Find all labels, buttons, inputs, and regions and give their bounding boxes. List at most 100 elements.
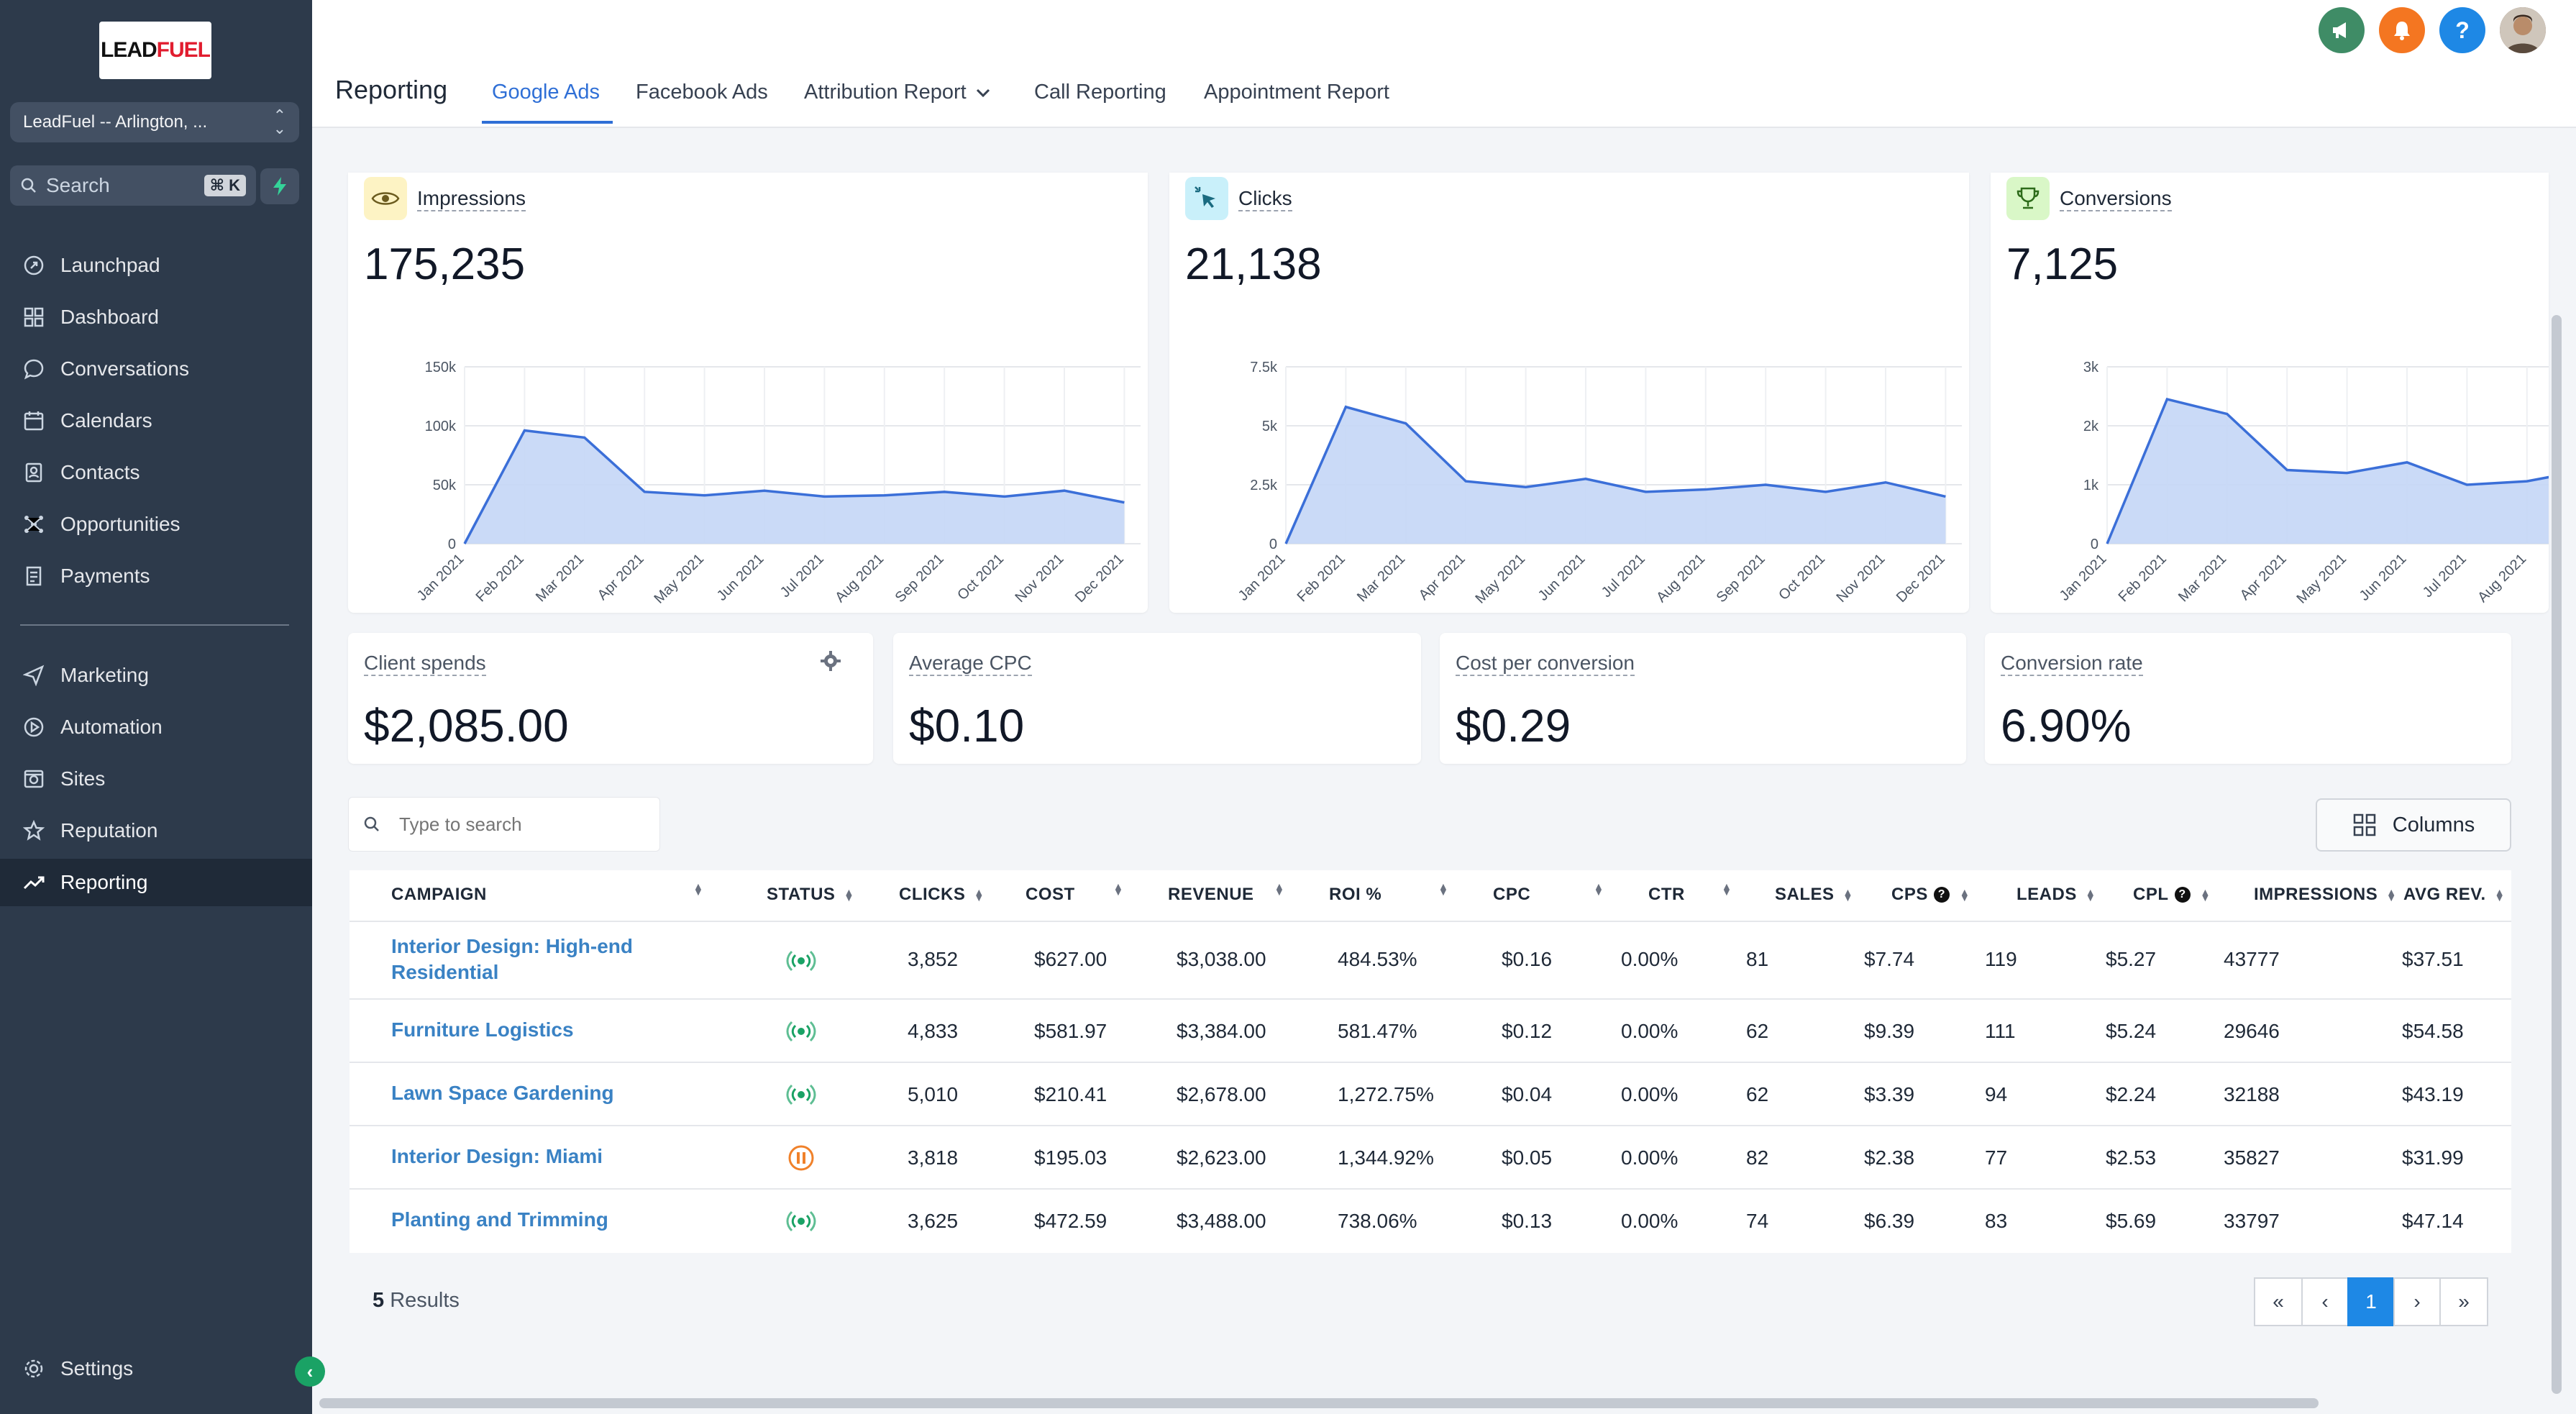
info-icon[interactable]: ? (1933, 887, 1950, 903)
sort-icon[interactable]: ▲ ▼ (1113, 880, 1123, 898)
sidebar-item-contacts[interactable]: Contacts (0, 449, 312, 496)
cell-cost: $581.97 (1034, 1020, 1107, 1042)
notifications-button[interactable] (2379, 7, 2425, 53)
gear-icon[interactable] (820, 650, 841, 672)
header-label: IMPRESSIONS (2254, 885, 2378, 904)
sidebar-search[interactable]: Search ⌘ K (10, 165, 256, 206)
col-header-avg-rev[interactable]: AVG REV. ▲ ▼ (2403, 885, 2505, 905)
pager-next[interactable]: › (2393, 1277, 2441, 1326)
tab-facebook-ads[interactable]: Facebook Ads (636, 81, 768, 104)
pager-first[interactable]: « (2254, 1277, 2303, 1326)
sort-icon[interactable]: ▲ ▼ (1438, 880, 1448, 898)
sidebar-item-automation[interactable]: Automation (0, 703, 312, 751)
company-logo[interactable]: LEAD FUEL (99, 22, 211, 79)
horizontal-scrollbar[interactable] (319, 1398, 2319, 1408)
metric-label[interactable]: Impressions (417, 187, 526, 211)
campaign-table: CAMPAIGN ▲ ▼ STATUS ▲ ▼ CLICKS ▲ ▼ COST ▲ ▼ RE… (350, 870, 2511, 1253)
sidebar-item-conversations[interactable]: Conversations (0, 345, 312, 393)
sidebar-item-opportunities[interactable]: Opportunities (0, 501, 312, 548)
sidebar-item-launchpad[interactable]: Launchpad (0, 242, 312, 289)
header-label: AVG REV. (2403, 885, 2486, 904)
results-count: 5 Results (373, 1289, 460, 1313)
stat-label[interactable]: Cost per conversion (1456, 652, 1635, 676)
sidebar-item-dashboard[interactable]: Dashboard (0, 293, 312, 341)
table-row[interactable]: Lawn Space Gardening 5,010 $210.41 $2,67… (350, 1062, 2511, 1125)
sort-icon[interactable]: ▲ ▼ (1274, 880, 1284, 898)
sidebar-item-payments[interactable]: Payments (0, 552, 312, 600)
col-header-sales[interactable]: SALES ▲ ▼ (1775, 885, 1853, 905)
table-row[interactable]: Planting and Trimming 3,625 $472.59 $3,4… (350, 1188, 2511, 1251)
sort-icon[interactable]: ▲ ▼ (1594, 880, 1604, 898)
cell-sales: 82 (1746, 1146, 1769, 1169)
logo-fuel-text: FUEL (156, 38, 211, 62)
campaign-link[interactable]: Interior Design: High-end Residential (391, 934, 633, 985)
header-label: CPC (1493, 885, 1531, 904)
collapse-sidebar-button[interactable]: ‹ (295, 1356, 325, 1387)
cell-cps: $7.74 (1864, 948, 1915, 970)
y-tick-label: 0 (1269, 537, 1277, 552)
sidebar-item-marketing[interactable]: Marketing (0, 652, 312, 699)
user-avatar[interactable] (2500, 7, 2546, 53)
sidebar-item-reporting[interactable]: Reporting (0, 859, 312, 906)
col-header-roi[interactable]: ROI % (1329, 885, 1381, 905)
x-tick-label: Oct 2021 (1776, 551, 1828, 603)
col-header-cpl[interactable]: CPL? ▲ ▼ (2133, 885, 2211, 905)
table-row[interactable]: Interior Design: High-end Residential 3,8… (350, 921, 2511, 998)
col-header-campaign[interactable]: CAMPAIGN (391, 885, 487, 905)
tab-appointment-report[interactable]: Appointment Report (1204, 81, 1389, 104)
sort-icon[interactable]: ▲ ▼ (1722, 880, 1732, 898)
table-row[interactable]: Interior Design: Miami 3,818 $195.03 $2,… (350, 1125, 2511, 1188)
campaign-link[interactable]: Lawn Space Gardening (391, 1082, 614, 1104)
conversions-card: Conversions 7,125 0 1k 2k 3k Jan 2021 Feb 202… (1991, 173, 2549, 613)
x-tick-label: Mar 2021 (533, 551, 587, 605)
active-status-icon (786, 1210, 816, 1232)
col-header-revenue[interactable]: REVENUE (1168, 885, 1254, 905)
cell-ctr: 0.00% (1621, 1146, 1678, 1169)
pager-last[interactable]: » (2439, 1277, 2488, 1326)
sort-icon[interactable]: ▲ ▼ (693, 880, 703, 898)
location-switcher[interactable]: LeadFuel -- Arlington, ... ⌃ ⌄ (10, 102, 299, 142)
col-header-status[interactable]: STATUS ▲ ▼ (767, 885, 854, 905)
help-button[interactable]: ? (2439, 7, 2485, 53)
pager-page-1[interactable]: 1 (2347, 1277, 2395, 1326)
stat-label[interactable]: Client spends (364, 652, 486, 676)
sidebar-item-label: Settings (60, 1357, 134, 1379)
sidebar-item-calendars[interactable]: Calendars (0, 397, 312, 444)
network-icon (22, 512, 46, 537)
quick-action-button[interactable] (260, 168, 299, 204)
stat-label[interactable]: Average CPC (909, 652, 1032, 676)
pager-prev[interactable]: ‹ (2301, 1277, 2349, 1326)
vertical-scrollbar[interactable] (2552, 315, 2562, 1394)
col-header-cps[interactable]: CPS? ▲ ▼ (1891, 885, 1970, 905)
campaign-link[interactable]: Planting and Trimming (391, 1208, 608, 1231)
tab-call-reporting[interactable]: Call Reporting (1034, 81, 1166, 104)
table-row[interactable]: Furniture Logistics 4,833 $581.97 $3,384… (350, 998, 2511, 1062)
campaign-link[interactable]: Furniture Logistics (391, 1018, 574, 1041)
trophy-icon (2006, 177, 2050, 220)
col-header-cost[interactable]: COST (1026, 885, 1075, 905)
stat-label[interactable]: Conversion rate (2001, 652, 2143, 676)
info-icon[interactable]: ? (2174, 887, 2191, 903)
sidebar-item-reputation[interactable]: Reputation (0, 807, 312, 854)
columns-button[interactable]: Columns (2316, 798, 2511, 852)
sidebar-item-sites[interactable]: Sites (0, 755, 312, 803)
tab-attribution-report[interactable]: Attribution Report (804, 81, 991, 104)
search-icon (364, 816, 379, 831)
col-header-impressions[interactable]: IMPRESSIONS ▲ ▼ (2254, 885, 2397, 905)
cell-ctr: 0.00% (1621, 948, 1678, 970)
col-header-ctr[interactable]: CTR (1648, 885, 1685, 905)
metric-label[interactable]: Clicks (1238, 187, 1292, 211)
col-header-clicks[interactable]: CLICKS ▲ ▼ (899, 885, 985, 905)
tab-google-ads[interactable]: Google Ads (492, 81, 600, 104)
cell-cost: $210.41 (1034, 1083, 1107, 1105)
sort-icon: ▲ ▼ (1842, 885, 1853, 903)
cell-roi: 1,344.92% (1338, 1146, 1434, 1169)
announcement-button[interactable] (2319, 7, 2365, 53)
col-header-cpc[interactable]: CPC (1493, 885, 1530, 905)
table-search-input[interactable] (399, 813, 644, 836)
metric-label[interactable]: Conversions (2060, 187, 2172, 211)
campaign-link[interactable]: Interior Design: Miami (391, 1145, 603, 1167)
table-search[interactable] (348, 797, 660, 852)
col-header-leads[interactable]: LEADS ▲ ▼ (2017, 885, 2096, 905)
sidebar-item-settings[interactable]: Settings (0, 1345, 312, 1392)
